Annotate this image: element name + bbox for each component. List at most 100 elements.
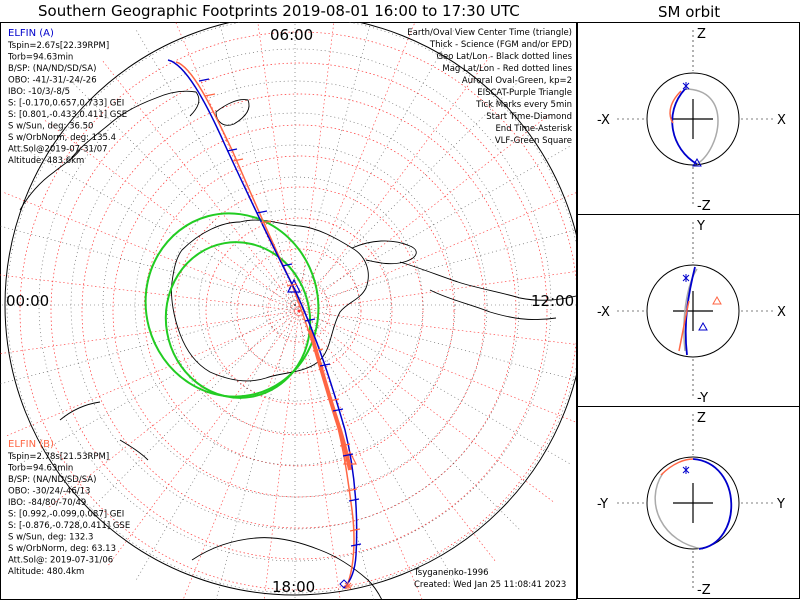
start-asterisk	[682, 274, 690, 282]
axis-label-right: Y	[776, 497, 785, 512]
info-line: S: [-0.876,-0.728,0.411] GSE	[8, 521, 130, 531]
time-label-left: 00:00	[6, 292, 49, 310]
info-line: IBO: -10/3/-8/5	[8, 87, 70, 97]
elfin-a-tick	[348, 498, 360, 502]
axis-label-left: -Y	[597, 497, 608, 512]
australia-coast	[69, 90, 200, 161]
axis-label-bottom: -Y	[697, 391, 708, 406]
mag-lon-line	[298, 310, 497, 563]
elfin-b-orbit-segment	[678, 300, 690, 352]
geo-lon-line	[294, 304, 375, 600]
axis-label-top: Y	[696, 219, 705, 234]
info-line: Att.Sol@2019-07-31/07	[8, 145, 108, 155]
center-triangle	[692, 157, 702, 167]
elfin-b-orbit	[684, 88, 719, 165]
info-line: Torb=94.63min	[7, 464, 73, 474]
mag-lon-line	[257, 22, 300, 312]
mag-lon-line	[298, 310, 341, 600]
mag-lon-line	[298, 310, 576, 423]
elfin-a-info: ELFIN (A) Tspin=2.67s[22.39RPM] Torb=94.63…	[7, 28, 127, 166]
elfin-a-tick	[332, 408, 344, 412]
antarctic-peninsula-coast	[351, 240, 417, 265]
lat-lon-grid	[0, 22, 576, 600]
elfin-a-tick	[256, 210, 268, 214]
mag-lon-line	[107, 310, 300, 567]
mag-lon-line	[47, 310, 300, 509]
center-triangle	[698, 321, 708, 331]
geo-lon-line	[294, 304, 576, 381]
mag-lon-line	[298, 113, 551, 312]
axis-label-top: Z	[697, 411, 706, 426]
elfin-b-tick	[346, 488, 358, 492]
info-line: Altitude: 480.4km	[8, 567, 84, 577]
elfin-b-tick	[286, 283, 298, 287]
time-label-bottom: 18:00	[272, 578, 315, 596]
new-zealand-coast	[215, 99, 250, 126]
geo-lon-line	[18, 145, 296, 306]
australia-coast	[19, 149, 81, 211]
elfin-a-tick	[281, 263, 293, 267]
info-line: S: [-0.170,0.657,0.733] GEI	[8, 99, 124, 109]
info-line: Tspin=2.78s[21.53RPM]	[7, 452, 109, 462]
mag-lon-line	[298, 271, 576, 312]
geo-lon-line	[135, 304, 296, 582]
island-coast	[59, 401, 149, 461]
plot-title: Southern Geographic Footprints 2019-08-0…	[38, 2, 520, 20]
axis-label-right: X	[777, 113, 786, 128]
info-line: OBO: -30/24/-46/13	[8, 487, 90, 497]
geo-lon-line	[294, 145, 572, 306]
info-line: IBO: -84/80/-70/49	[8, 498, 86, 508]
axis-label-left: -X	[597, 113, 610, 128]
geo-lon-line	[294, 304, 521, 531]
time-label-right: 12:00	[531, 292, 574, 310]
elfin-b-orbit	[683, 268, 698, 352]
mag-lat-circle	[81, 93, 517, 529]
info-header: ELFIN (B)	[8, 439, 54, 450]
orbit-title: SM orbit	[658, 3, 720, 21]
elfin-b-info: ELFIN (B) Tspin=2.78s[21.53RPM] Torb=94.63…	[7, 439, 130, 577]
mag-lon-line	[298, 55, 491, 312]
elfin-a-center-triangle	[287, 278, 301, 293]
satellite-tracks	[167, 59, 362, 590]
africa-coast	[191, 537, 383, 600]
info-line: S: [0.992,-0.099,0.087] GEI	[8, 510, 124, 520]
auroral-oval	[144, 212, 320, 399]
info-line: S: [0.801,-0.433,0.411] GSE	[8, 110, 127, 120]
auroral-oval-inner	[164, 241, 312, 399]
elfin-b-tick	[232, 158, 244, 162]
mag-lon-line	[43, 119, 300, 312]
horizon-circle	[4, 22, 576, 596]
info-line: B/SP: (NA/ND/SD/SA)	[8, 475, 96, 485]
axis-label-bottom: -Z	[697, 199, 711, 214]
elfin-b-orbit	[654, 472, 704, 550]
mag-lon-line	[298, 192, 576, 312]
elfin-b-tick	[328, 398, 340, 402]
elfin-b-tick	[349, 528, 361, 532]
elfin-b-tick	[312, 348, 324, 352]
legend-item: Mag Lat/Lon - Red dotted lines	[442, 64, 572, 74]
elfin-a-tick	[350, 543, 362, 547]
geo-lon-line	[294, 304, 572, 465]
mag-lon-line	[263, 310, 300, 600]
elfin-a-tick	[342, 453, 354, 457]
info-line: S w/Sun, deg: 132.3	[8, 533, 93, 543]
info-line: OBO: -41/-31/-24/-26	[8, 76, 97, 86]
model-label: Tsyganenko-1996	[413, 568, 489, 578]
mag-lon-line	[5, 310, 300, 437]
info-line: Altitude: 483.6km	[8, 156, 84, 166]
legend-item: Start Time-Diamond	[486, 112, 572, 122]
mag-lat-circle	[143, 155, 455, 467]
info-line: Torb=94.63min	[7, 53, 73, 63]
mag-lat-circle	[174, 186, 424, 436]
geo-lon-line	[215, 304, 296, 600]
info-line: S w/OrbNorm, deg: 135.4	[8, 133, 116, 143]
sm-orbit-panels: Z -Z -X X Y -Y -X X Z -Z -Y Y	[577, 22, 800, 599]
mag-lon-line	[101, 59, 300, 312]
mag-lon-line	[2, 191, 300, 312]
mag-lon-line	[298, 22, 416, 312]
axis-label-right: X	[777, 305, 786, 320]
elfin-b-orbit-segment	[669, 90, 682, 124]
elfin-b-tick	[260, 220, 272, 224]
